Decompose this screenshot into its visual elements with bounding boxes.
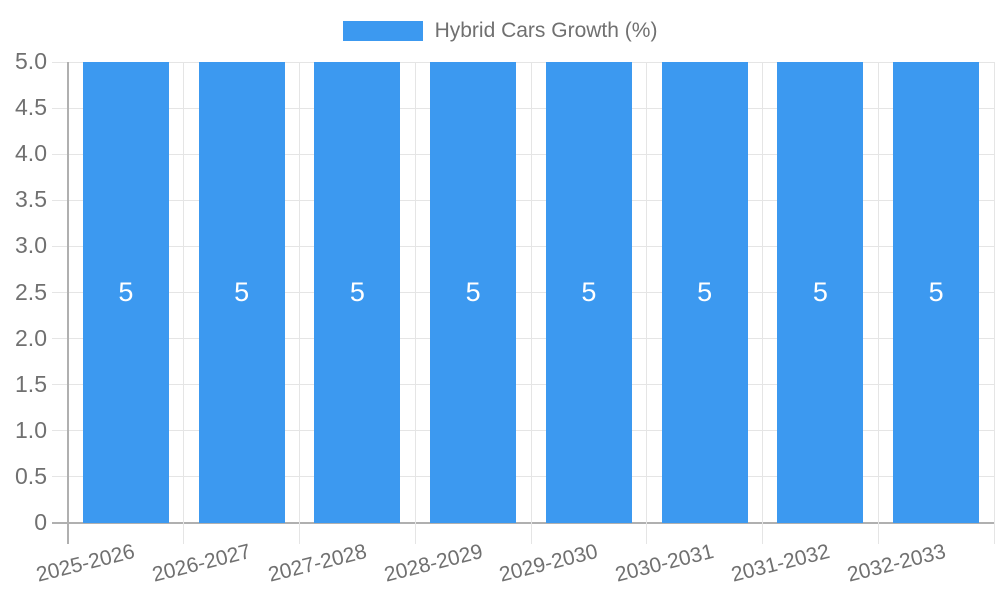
x-axis-line [52,522,994,524]
bar-value-label: 5 [234,277,250,307]
x-tick-label: 2026-2027 [150,540,254,587]
x-tick-label: 2028-2029 [381,540,485,587]
x-tick-label: 2025-2026 [34,540,138,587]
legend-label: Hybrid Cars Growth (%) [434,19,658,42]
x-tick-label: 2027-2028 [265,540,369,587]
x-gridline [762,62,763,544]
x-tick-label: 2030-2031 [613,540,717,587]
x-gridline [993,62,995,544]
y-tick-label: 2.5 [15,278,47,305]
y-gridline [52,384,994,386]
y-tick-label: 2.0 [15,324,47,351]
y-gridline [52,153,994,155]
x-gridline [414,62,416,544]
bar-value-label: 5 [581,277,597,307]
x-tick-label: 2031-2032 [728,540,832,587]
y-tick-label: 0 [34,508,47,535]
y-gridline [52,338,994,340]
y-tick-label: 1.0 [15,416,47,443]
y-tick-label: 4.0 [15,140,47,167]
x-tick-label: 2032-2033 [844,540,948,587]
bar: 5 [430,62,517,523]
x-tick-label: 2029-2030 [497,540,601,587]
y-tick-label: 0.5 [15,462,47,489]
x-gridline [646,62,648,544]
x-gridline [299,62,300,544]
y-gridline [52,292,994,293]
bar-value-label: 5 [928,277,944,307]
bar-value-label: 5 [812,277,828,307]
y-gridline [52,61,994,63]
y-tick-label: 1.5 [15,370,47,397]
y-gridline [52,199,994,201]
bar-value-label: 5 [697,277,713,307]
y-axis-line [67,62,69,544]
y-tick-label: 3.0 [15,232,47,259]
bar-value-label: 5 [465,277,481,307]
y-gridline [52,245,994,247]
bar: 5 [545,62,632,523]
y-tick-label: 3.5 [15,186,47,213]
legend-swatch [342,21,423,41]
bar-value-label: 5 [349,277,365,307]
chart-legend-item[interactable]: Hybrid Cars Growth (%) [0,19,1000,43]
bar: 5 [198,62,285,523]
bar: 5 [777,62,864,523]
bar: 5 [82,62,169,523]
y-gridline [52,476,994,478]
y-gridline [52,107,994,109]
y-tick-label: 4.5 [15,94,47,121]
bar-value-label: 5 [118,277,134,307]
x-gridline [530,62,532,544]
x-gridline [183,62,185,544]
bar: 5 [893,62,980,523]
y-tick-label: 5.0 [15,47,47,74]
bar: 5 [661,62,748,523]
x-gridline [877,62,879,544]
y-gridline [52,430,994,432]
bar: 5 [314,62,401,523]
